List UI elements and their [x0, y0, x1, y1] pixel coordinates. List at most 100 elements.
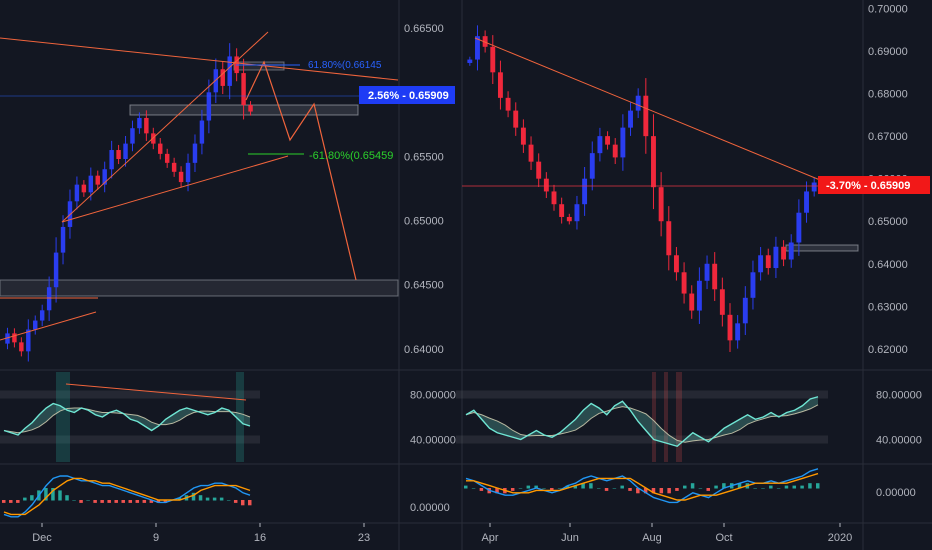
right-macd-hist-0	[464, 485, 468, 489]
right-candle-body-13	[566, 216, 572, 222]
left-candle-body-17	[123, 143, 128, 159]
right-macd-hist-14	[573, 485, 578, 489]
right-macd-hist-24	[651, 488, 656, 494]
left-candle-body-10	[74, 184, 80, 202]
right-candle-body-6	[513, 110, 519, 128]
left-candle-body-21	[151, 133, 156, 144]
left-macd-hist-6	[44, 488, 48, 501]
left-macd-hist-28	[198, 495, 203, 501]
right-macd-hist-45	[816, 483, 820, 489]
right-candle-body-28	[681, 272, 687, 294]
right-macd-hist-32	[714, 485, 718, 489]
left-macd-hist-11	[79, 500, 83, 503]
fib-level-label-green: -61.80%(0.65459	[309, 150, 393, 162]
percent-badge-left-text: 2.56% - 0.65909	[368, 90, 449, 102]
right-macd-hist-11	[550, 488, 554, 491]
left-macd-line	[3, 475, 251, 518]
right-price-tick-6: 0.64000	[868, 259, 908, 271]
right-candle-body-3	[490, 46, 496, 73]
left-rsi-band-0	[0, 390, 260, 399]
left-macd-hist-7	[51, 488, 55, 501]
left-macd-hist-22	[156, 500, 161, 503]
right-rsi-highlight-2	[676, 372, 682, 462]
left-rsi-band-1	[0, 435, 260, 444]
right-price-tick-0: 0.70000	[868, 4, 908, 16]
left-projection-path	[245, 60, 357, 281]
left-macd-hist-20	[142, 500, 147, 503]
right-time-tick-1: Jun	[561, 532, 579, 544]
right-macd-hist-13	[565, 485, 570, 489]
right-candle-body-30	[696, 280, 702, 311]
left-time-tick-1: 9	[153, 532, 159, 544]
fib-level-label-blue: 61.80%(0.66145	[308, 60, 382, 71]
right-candle-body-9	[536, 161, 542, 179]
left-macd-hist-32	[226, 500, 231, 501]
left-candle-body-8	[60, 226, 66, 253]
left-candle-body-35	[248, 105, 253, 112]
right-candle-body-39	[765, 255, 771, 269]
left-candle-body-31	[220, 69, 225, 86]
left-wedge-upper-line	[61, 31, 269, 223]
right-price-tick-7: 0.63000	[868, 301, 908, 313]
right-descending-trendline	[474, 37, 821, 181]
left-macd-hist-33	[233, 500, 238, 503]
left-candle-body-25	[178, 171, 184, 183]
fib-green-text: -61.80%(0.65459	[309, 150, 393, 162]
left-candle-body-28	[199, 120, 205, 144]
right-candle-body-17	[597, 136, 603, 154]
left-rsi-tick-0: 80.00000	[410, 390, 456, 402]
right-price-tick-8: 0.62000	[868, 344, 908, 356]
left-macd-hist-27	[191, 492, 196, 501]
right-candle-body-34	[727, 314, 733, 341]
right-candle-body-19	[612, 144, 618, 158]
left-macd-hist-16	[114, 500, 118, 503]
right-candle-body-44	[804, 191, 809, 213]
right-rsi-tick-1: 40.00000	[876, 435, 922, 447]
right-candle-body-45	[811, 182, 817, 192]
percent-badge-left: 2.56% - 0.65909	[359, 86, 455, 104]
left-candle-body-5	[39, 310, 45, 321]
right-candle-body-31	[704, 263, 710, 281]
right-macd-hist-9	[534, 485, 538, 489]
right-candle-body-5	[505, 97, 511, 111]
right-macd-hist-1	[471, 488, 476, 489]
left-macd-hist-19	[135, 500, 140, 503]
right-macd-hist-30	[698, 488, 703, 489]
right-price-tick-1: 0.69000	[868, 46, 908, 58]
right-macd-hist-40	[776, 488, 781, 489]
left-candle-body-16	[116, 150, 121, 159]
right-rsi-tick-0: 80.00000	[876, 390, 922, 402]
right-macd-hist-12	[557, 488, 562, 489]
right-rsi-cloud	[466, 396, 818, 447]
right-macd-hist-43	[800, 485, 804, 489]
drawing-layer	[0, 31, 862, 401]
left-candle-body-32	[227, 56, 232, 86]
right-macd-hist-6	[510, 488, 515, 491]
right-rsi-highlight-1	[664, 372, 668, 462]
left-rsi-cloud	[4, 403, 250, 435]
left-lower-channel-line	[0, 311, 97, 341]
left-candle-body-26	[185, 162, 191, 183]
right-macd-hist-17	[596, 488, 601, 489]
right-macd-hist-41	[784, 485, 789, 489]
left-candle-body-6	[46, 287, 52, 311]
right-candle-body-1	[475, 36, 480, 60]
right-macd-hist-25	[659, 488, 664, 494]
left-macd-hist-4	[30, 495, 34, 501]
left-candle-body-12	[88, 175, 94, 193]
left-rsi-line	[3, 402, 251, 436]
left-macd-hist-23	[163, 500, 168, 503]
left-candle-body-18	[130, 128, 135, 144]
percent-badge-right-bg	[818, 176, 930, 194]
right-price-tick-3: 0.67000	[868, 131, 908, 143]
left-macd-hist-8	[58, 490, 62, 501]
left-candle-body-20	[144, 117, 149, 134]
right-candle-body-14	[574, 204, 580, 222]
right-rsi-line	[465, 396, 819, 448]
left-candle-body-13	[95, 175, 100, 185]
left-candle-body-24	[171, 162, 177, 172]
right-rsi-slow-line	[465, 404, 819, 443]
right-macd-hist-42	[792, 485, 797, 489]
right-macd-hist-37	[753, 488, 757, 489]
